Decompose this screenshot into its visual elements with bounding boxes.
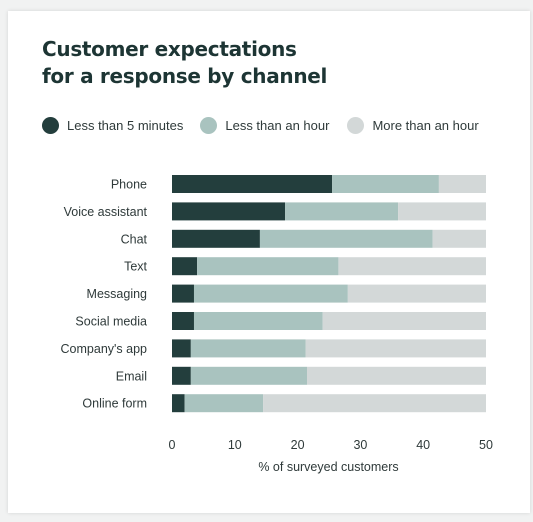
bar-segment [172,175,333,193]
bar-segment [172,202,286,221]
chart-title: Customer expectations for a response by … [42,36,327,90]
bar-segment [432,229,486,248]
chart-title-line-2: for a response by channel [42,64,328,88]
bar-segment [172,366,191,385]
legend-swatch-medium [200,117,218,134]
bar-segment [190,366,308,385]
bar-segment [172,257,198,276]
legend-label: Less than 5 minutes [67,118,184,133]
bar-segment [332,175,439,193]
x-axis-title: % of surveyed customers [258,460,398,474]
chart-legend: Less than 5 minutes Less than an hour Mo… [42,117,479,134]
category-label: Phone [111,178,147,192]
bar-segment [172,284,194,303]
bar-segment [285,202,399,221]
legend-label: More than an hour [372,118,479,133]
bar-segment [322,312,486,330]
category-label: Text [124,260,147,274]
bar-segment [193,284,348,303]
bar-segment [398,202,486,221]
bar-segment [172,229,260,248]
category-labels: Phone Voice assistant Chat Text Messaging Soc… [61,178,148,411]
x-tick-label: 10 [228,438,242,452]
bar-segment [197,257,339,276]
bar-segment [305,339,486,358]
bar-segment [438,175,486,193]
category-label: Chat [121,232,148,246]
legend-swatch-light [347,117,365,134]
legend-item-under-an-hour: Less than an hour [200,117,329,134]
bar-segment [193,312,323,330]
legend-swatch-dark [42,117,59,134]
bar-segment [172,312,194,330]
legend-label: Less than an hour [225,118,330,133]
category-label: Messaging [87,287,147,301]
category-label: Company's app [61,342,148,356]
x-tick-label: 0 [169,438,176,452]
bar-segment [263,394,486,413]
chart-title-line-1: Customer expectations [42,37,297,61]
bar-group [172,175,486,413]
bar-segment [184,394,264,413]
bar-segment [259,229,433,248]
category-label: Social media [75,315,147,329]
bar-segment [338,257,486,276]
legend-item-over-an-hour: More than an hour [347,117,479,134]
legend-item-under-5-minutes: Less than 5 minutes [42,117,183,134]
bar-segment [347,284,486,303]
x-axis-ticks: 0 10 20 30 40 50 [169,438,493,452]
category-label: Voice assistant [64,205,148,219]
bar-segment [190,339,306,358]
x-tick-label: 30 [353,438,367,452]
category-label: Online form [82,397,147,411]
category-label: Email [116,369,147,383]
x-tick-label: 40 [416,438,430,452]
x-tick-label: 20 [291,438,305,452]
bar-segment [172,394,185,413]
x-tick-label: 50 [479,438,493,452]
bar-segment [172,339,191,358]
bar-segment [307,366,486,385]
